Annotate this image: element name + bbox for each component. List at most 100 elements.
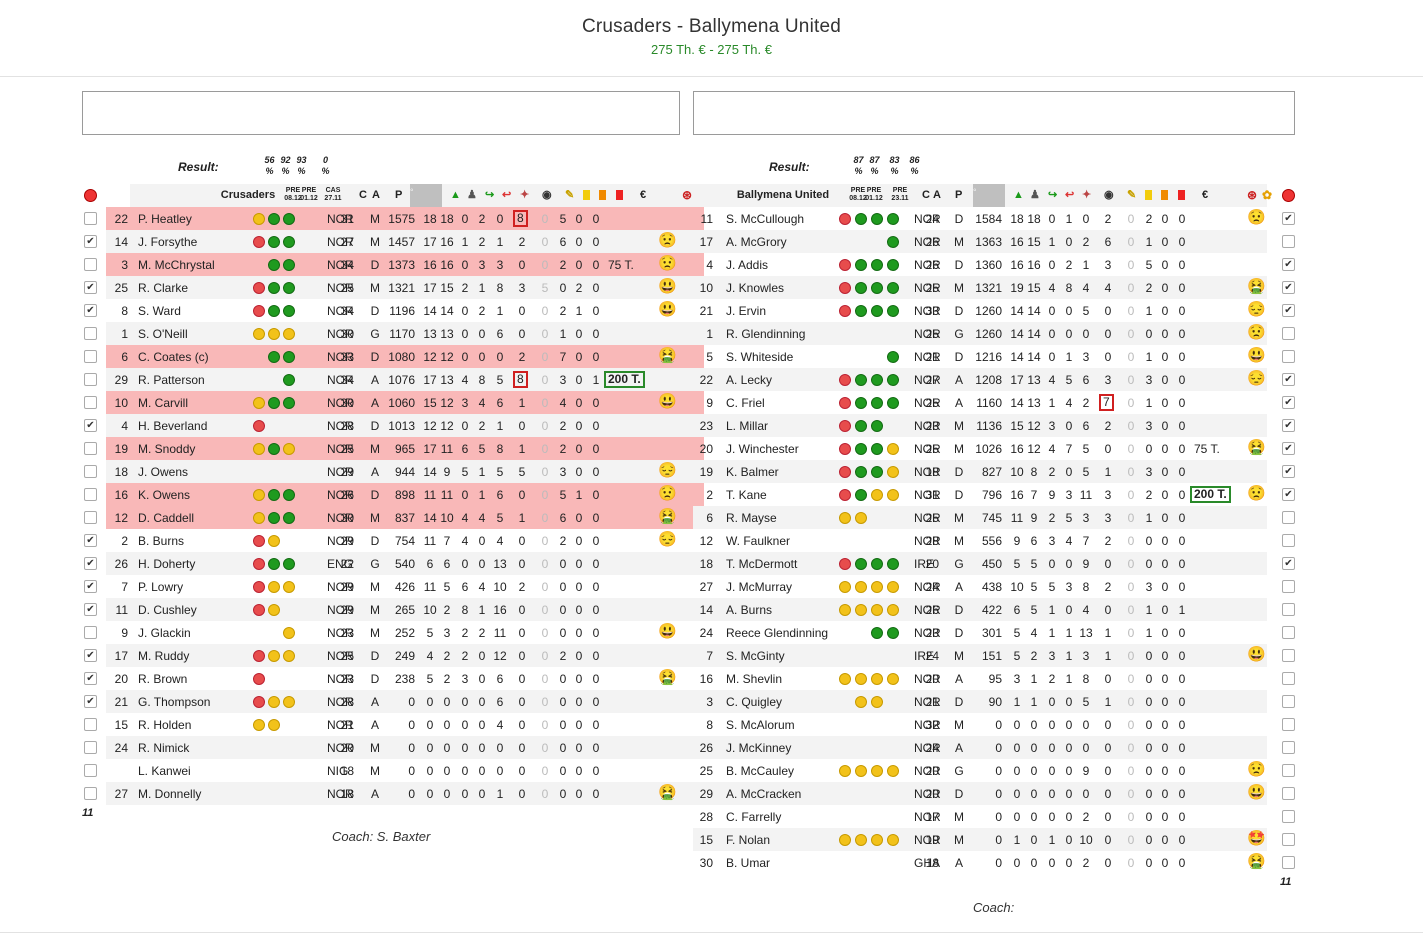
select-checkbox[interactable]: ✔ bbox=[1282, 557, 1295, 570]
player-name[interactable]: J. Ervin bbox=[726, 304, 767, 318]
table-row[interactable]: 24 R. Nimick NOR 20 M 0 0 0 0 0 0 0 0 0 0 0 bbox=[82, 736, 704, 759]
player-name[interactable]: J. McMurray bbox=[726, 580, 792, 594]
player-row[interactable]: 18 J. Owens NOR 29 A 944 14 9 5 1 5 5 0 3 0 0 😔 bbox=[106, 460, 704, 483]
player-name[interactable]: M. McChrystal bbox=[138, 258, 215, 272]
select-checkbox[interactable] bbox=[1282, 787, 1295, 800]
player-name[interactable]: M. Ruddy bbox=[138, 649, 190, 663]
player-name[interactable]: A. Burns bbox=[726, 603, 773, 617]
player-row[interactable]: 10 M. Carvill NOR 30 A 1060 15 12 3 4 6 1 0 4 0 0 😃 bbox=[106, 391, 704, 414]
select-checkbox[interactable]: ✔ bbox=[1282, 442, 1295, 455]
player-name[interactable]: M. Snoddy bbox=[138, 442, 196, 456]
select-checkbox[interactable]: ✔ bbox=[84, 672, 97, 685]
table-row[interactable]: 27 M. Donnelly NOR 18 A 0 0 0 0 0 1 0 0 0 0 0 🤮 bbox=[82, 782, 704, 805]
select-checkbox[interactable] bbox=[84, 718, 97, 731]
select-checkbox[interactable] bbox=[84, 511, 97, 524]
player-name[interactable]: S. O'Neill bbox=[138, 327, 188, 341]
player-row[interactable]: 22 P. Heatley NOR 31 M 1575 18 18 0 2 0 8 0 5 0 0 bbox=[106, 207, 704, 230]
player-name[interactable]: J. Glackin bbox=[138, 626, 191, 640]
player-name[interactable]: F. Nolan bbox=[726, 833, 771, 847]
player-row[interactable]: 28 C. Farrelly NOR 17 M 0 0 0 0 0 2 0 0 0 0 0 bbox=[693, 805, 1267, 828]
player-name[interactable]: D. Caddell bbox=[138, 511, 195, 525]
player-row[interactable]: 14 A. Burns NOR 26 D 422 6 5 1 0 4 0 0 1 0 1 bbox=[693, 598, 1267, 621]
select-checkbox[interactable]: ✔ bbox=[84, 534, 97, 547]
table-row[interactable]: 5 S. Whiteside NOR 21 D 1216 14 14 0 1 3 0 0 1 0 0 😃 bbox=[693, 345, 1295, 368]
select-checkbox[interactable]: ✔ bbox=[84, 557, 97, 570]
select-checkbox[interactable] bbox=[1282, 603, 1295, 616]
table-row[interactable]: 30 B. Umar GHA 18 A 0 0 0 0 0 2 0 0 0 0 0 🤮 bbox=[693, 851, 1295, 874]
table-row[interactable]: ✔ 11 D. Cushley NOR 29 M 265 10 2 8 1 16 0 0 0 0 0 bbox=[82, 598, 704, 621]
player-row[interactable]: 7 P. Lowry NOR 29 M 426 11 5 6 4 10 2 0 0 0 0 bbox=[106, 575, 704, 598]
player-row[interactable]: 18 T. McDermott IRE 20 G 450 5 5 0 0 9 0 0 0 0 0 bbox=[693, 552, 1267, 575]
table-row[interactable]: 28 C. Farrelly NOR 17 M 0 0 0 0 0 2 0 0 0 0 0 bbox=[693, 805, 1295, 828]
table-row[interactable]: ✔ 11 S. McCullough NOR 24 D 1584 18 18 0 1 0 2 0 2 0 0 😟 bbox=[693, 207, 1295, 230]
player-name[interactable]: R. Clarke bbox=[138, 281, 189, 295]
player-row[interactable]: 12 W. Faulkner NOR 28 M 556 9 6 3 4 7 2 0 0 0 0 bbox=[693, 529, 1267, 552]
table-row[interactable]: 25 B. McCauley NOR 20 G 0 0 0 0 0 9 0 0 0 0 0 😟 bbox=[693, 759, 1295, 782]
select-checkbox[interactable] bbox=[84, 442, 97, 455]
player-name[interactable]: A. Lecky bbox=[726, 373, 773, 387]
player-row[interactable]: 7 S. McGinty IRE 24 M 151 5 2 3 1 3 1 0 0 0 0 😃 bbox=[693, 644, 1267, 667]
player-name[interactable]: R. Nimick bbox=[138, 741, 190, 755]
home-notes-box[interactable] bbox=[82, 91, 680, 135]
player-name[interactable]: R. Brown bbox=[138, 672, 188, 686]
player-name[interactable]: K. Balmer bbox=[726, 465, 779, 479]
table-row[interactable]: ✔ 26 H. Doherty ENG 22 G 540 6 6 0 0 13 0 0 0 0 0 bbox=[82, 552, 704, 575]
player-row[interactable]: 20 R. Brown NOR 23 D 238 5 2 3 0 6 0 0 0 0 0 🤮 bbox=[106, 667, 704, 690]
select-checkbox[interactable] bbox=[84, 787, 97, 800]
table-row[interactable]: 8 S. McAlorum NOR 32 M 0 0 0 0 0 0 0 0 0 0 0 bbox=[693, 713, 1295, 736]
table-row[interactable]: ✔ 4 J. Addis NOR 26 D 1360 16 16 0 2 1 3 0 5 0 0 bbox=[693, 253, 1295, 276]
player-row[interactable]: 27 J. McMurray NOR 24 A 438 10 5 5 3 8 2 0 3 0 0 bbox=[693, 575, 1267, 598]
player-row[interactable]: 9 C. Friel NOR 25 A 1160 14 13 1 4 2 7 0 1 0 0 bbox=[693, 391, 1267, 414]
table-row[interactable]: ✔ 7 P. Lowry NOR 29 M 426 11 5 6 4 10 2 0 0 0 0 bbox=[82, 575, 599, 598]
player-row[interactable]: 4 H. Beverland NOR 28 D 1013 12 12 0 2 1 0 0 2 0 0 bbox=[106, 414, 704, 437]
table-row[interactable]: 9 J. Glackin NOR 23 M 252 5 3 2 2 11 0 0 0 0 0 😃 bbox=[82, 621, 677, 644]
player-row[interactable]: 12 D. Caddell NOR 30 M 837 14 10 4 4 5 1 0 6 0 0 🤮 bbox=[106, 506, 704, 529]
player-row[interactable]: 21 J. Ervin NOR 33 D 1260 14 14 0 0 5 0 0 1 0 0 😔 bbox=[693, 299, 1267, 322]
player-row[interactable]: 26 H. Doherty ENG 22 G 540 6 6 0 0 13 0 0 0 0 0 bbox=[106, 552, 704, 575]
player-row[interactable]: 24 R. Nimick NOR 20 M 0 0 0 0 0 0 0 0 0 0 0 bbox=[106, 736, 704, 759]
select-checkbox[interactable] bbox=[1282, 534, 1295, 547]
player-name[interactable]: L. Millar bbox=[726, 419, 769, 433]
select-checkbox[interactable] bbox=[1282, 764, 1295, 777]
table-row[interactable]: ✔ 21 G. Thompson NOR 28 A 0 0 0 0 0 6 0 0 0 0 0 bbox=[82, 690, 704, 713]
player-row[interactable]: 2 B. Burns NOR 29 D 754 11 7 4 0 4 0 0 2 0 0 😔 bbox=[106, 529, 704, 552]
player-name[interactable]: S. McGinty bbox=[726, 649, 785, 663]
player-name[interactable]: P. Heatley bbox=[138, 212, 192, 226]
player-name[interactable]: C. Quigley bbox=[726, 695, 783, 709]
select-checkbox[interactable] bbox=[1282, 235, 1295, 248]
player-name[interactable]: A. McCracken bbox=[726, 787, 802, 801]
select-checkbox[interactable] bbox=[1282, 718, 1295, 731]
table-row[interactable]: 10 M. Carvill NOR 30 A 1060 15 12 3 4 6 1 0 4 0 0 😃 bbox=[82, 391, 704, 414]
table-row[interactable]: 7 S. McGinty IRE 24 M 151 5 2 3 1 3 1 0 0 0 0 😃 bbox=[693, 644, 1295, 667]
player-name[interactable]: K. Owens bbox=[138, 488, 191, 502]
select-checkbox[interactable]: ✔ bbox=[1282, 396, 1295, 409]
select-checkbox[interactable]: ✔ bbox=[84, 580, 97, 593]
player-name[interactable]: G. Thompson bbox=[138, 695, 211, 709]
select-checkbox[interactable]: ✔ bbox=[84, 649, 97, 662]
table-row[interactable]: ✔ 18 T. McDermott IRE 20 G 450 5 5 0 0 9 0 0 0 0 0 bbox=[693, 552, 1295, 575]
select-checkbox[interactable]: ✔ bbox=[1282, 304, 1295, 317]
table-row[interactable]: ✔ 9 C. Friel NOR 25 A 1160 14 13 1 4 2 7 0 1 0 0 bbox=[693, 391, 1295, 414]
player-row[interactable]: 27 M. Donnelly NOR 18 A 0 0 0 0 0 1 0 0 0 0 0 🤮 bbox=[106, 782, 704, 805]
player-name[interactable]: M. Shevlin bbox=[726, 672, 783, 686]
select-checkbox[interactable] bbox=[84, 212, 97, 225]
table-row[interactable]: ✔ 10 J. Knowles NOR 25 M 1321 19 15 4 8 4 4 0 2 0 0 🤮 bbox=[693, 276, 1295, 299]
select-checkbox[interactable] bbox=[1282, 580, 1295, 593]
select-checkbox[interactable] bbox=[84, 373, 97, 386]
table-row[interactable]: ✔ 19 K. Balmer NOR 18 D 827 10 8 2 0 5 1 0 3 0 0 bbox=[693, 460, 1295, 483]
player-row[interactable]: 20 J. Winchester NOR 25 M 1026 16 12 4 7 5 0 0 0 0 0 75 … bbox=[693, 437, 1267, 460]
player-row[interactable]: 15 R. Holden NOR 21 A 0 0 0 0 0 4 0 0 0 0 0 bbox=[106, 713, 704, 736]
player-row[interactable]: 17 A. McGrory NOR 26 M 1363 16 15 1 0 2 6 0 1 0 0 bbox=[693, 230, 1267, 253]
player-name[interactable]: W. Faulkner bbox=[726, 534, 791, 548]
table-row[interactable]: ✔ 22 A. Lecky NOR 27 A 1208 17 13 4 5 6 3 0 3 0 0 😔 bbox=[693, 368, 1295, 391]
table-row[interactable]: 19 M. Snoddy NOR 25 M 965 17 11 6 5 8 1 0 2 0 0 bbox=[82, 437, 704, 460]
table-row[interactable]: 3 C. Quigley NOR 21 D 90 1 1 0 0 5 1 0 0 0 0 bbox=[693, 690, 1295, 713]
player-name[interactable]: L. Kanwei bbox=[138, 764, 191, 778]
player-row[interactable]: 11 S. McCullough NOR 24 D 1584 18 18 0 1 0 2 0 2 0 0 😟 bbox=[693, 207, 1267, 230]
table-row[interactable]: 3 M. McChrystal NOR 34 D 1373 16 16 0 3 3 0 0 2 0 0 75 T… bbox=[82, 253, 704, 276]
player-name[interactable]: C. Friel bbox=[726, 396, 765, 410]
player-row[interactable]: 26 J. McKinney NOR 24 A 0 0 0 0 0 0 0 0 0 0 0 bbox=[693, 736, 1267, 759]
table-row[interactable]: 26 J. McKinney NOR 24 A 0 0 0 0 0 0 0 0 0 0 0 bbox=[693, 736, 1295, 759]
player-row[interactable]: 11 D. Cushley NOR 29 M 265 10 2 8 1 16 0 0 0 0 0 bbox=[106, 598, 704, 621]
player-name[interactable]: B. McCauley bbox=[726, 764, 795, 778]
